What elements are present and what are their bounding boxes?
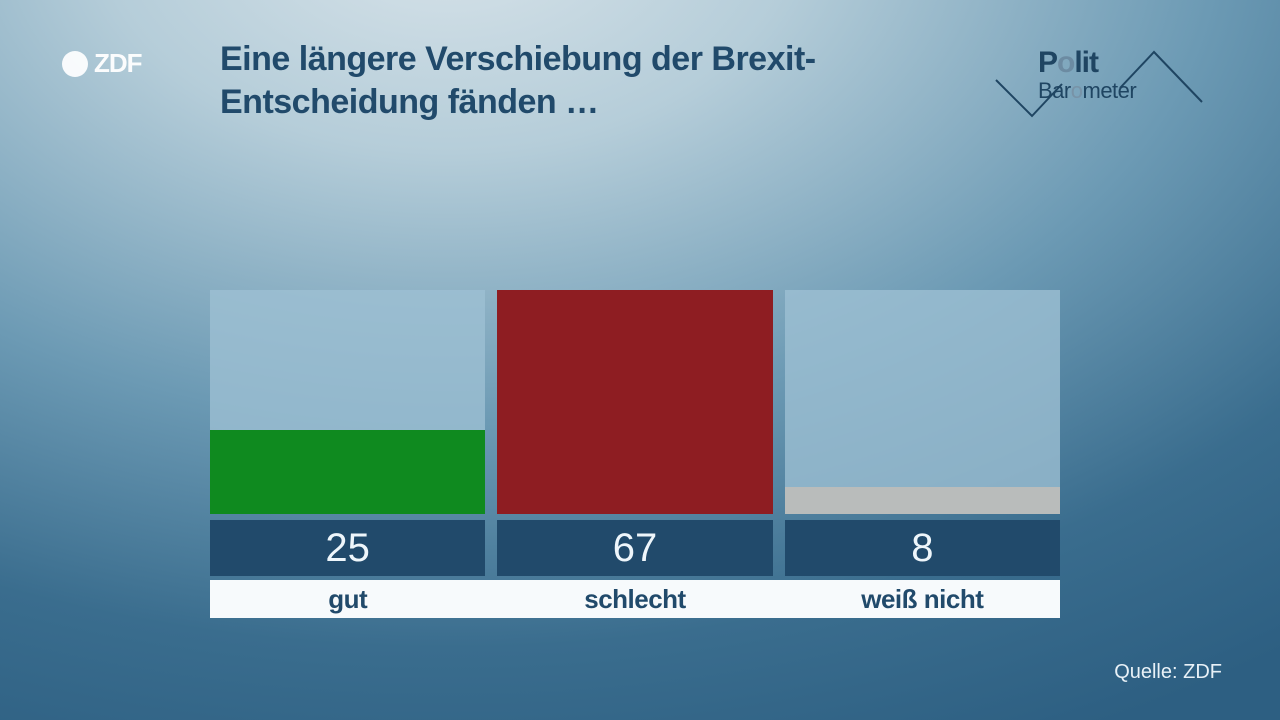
bar-fill (497, 290, 772, 514)
politbarometer-line2: Barometer (1038, 78, 1136, 104)
politbarometer-chevron-icon (990, 32, 1210, 122)
bar-fill (785, 487, 1060, 514)
bar-fill (210, 430, 485, 514)
bars-row (210, 290, 1060, 514)
value-cell: 8 (785, 520, 1060, 576)
politbarometer-logo: Polit Barometer (990, 32, 1210, 122)
politbarometer-line1: Polit (1038, 46, 1098, 80)
zdf-logo-text: ZDF (94, 48, 142, 79)
bar-slot (497, 290, 772, 514)
zdf-logo: ZDF (62, 48, 142, 79)
values-row: 25678 (210, 520, 1060, 576)
bar-slot (785, 290, 1060, 514)
value-cell: 25 (210, 520, 485, 576)
source-attribution: Quelle: ZDF (1114, 661, 1222, 684)
labels-strip: gut schlecht weiß nicht (210, 580, 1060, 618)
zdf-logo-circle (62, 51, 88, 77)
label-cell: gut (210, 580, 485, 618)
bar-chart: 25678 gut schlecht weiß nicht (210, 290, 1060, 618)
chart-title: Eine längere Verschiebung der Brexit-Ent… (220, 38, 860, 123)
bar-slot (210, 290, 485, 514)
label-cell: weiß nicht (785, 580, 1060, 618)
value-cell: 67 (497, 520, 772, 576)
label-cell: schlecht (497, 580, 772, 618)
